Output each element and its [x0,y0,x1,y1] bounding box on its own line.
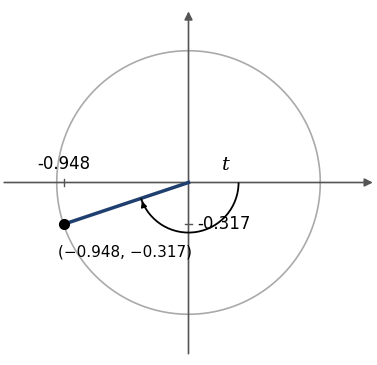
Text: t: t [221,156,229,174]
Text: (−0.948, −0.317): (−0.948, −0.317) [58,244,192,259]
Text: -0.948: -0.948 [37,155,90,173]
Text: -0.317: -0.317 [198,215,251,233]
